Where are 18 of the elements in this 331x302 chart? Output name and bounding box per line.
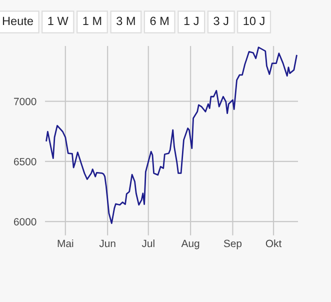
x-tick-label: Jun bbox=[99, 240, 116, 248]
x-tick-label: Mai bbox=[58, 240, 74, 248]
y-tick-label: 6000 bbox=[14, 218, 36, 226]
line-series bbox=[46, 46, 298, 224]
text: 1 J bbox=[184, 16, 198, 26]
text: 6 M bbox=[150, 16, 168, 26]
y-tick-label: 7000 bbox=[14, 98, 36, 106]
text: 10 J bbox=[244, 16, 264, 26]
x-tick-label: Aug bbox=[181, 240, 200, 250]
x-tick-label: Okt bbox=[266, 240, 282, 248]
text: 3 M bbox=[116, 16, 135, 26]
x-tick-label: Sep bbox=[224, 240, 242, 250]
text: 1 W bbox=[48, 16, 68, 26]
y-tick-label: 6500 bbox=[14, 158, 36, 166]
x-tick-label: Jul bbox=[142, 240, 154, 248]
text: Heute bbox=[2, 16, 33, 26]
text: 3 J bbox=[214, 16, 228, 26]
text: 1 M bbox=[83, 16, 102, 26]
